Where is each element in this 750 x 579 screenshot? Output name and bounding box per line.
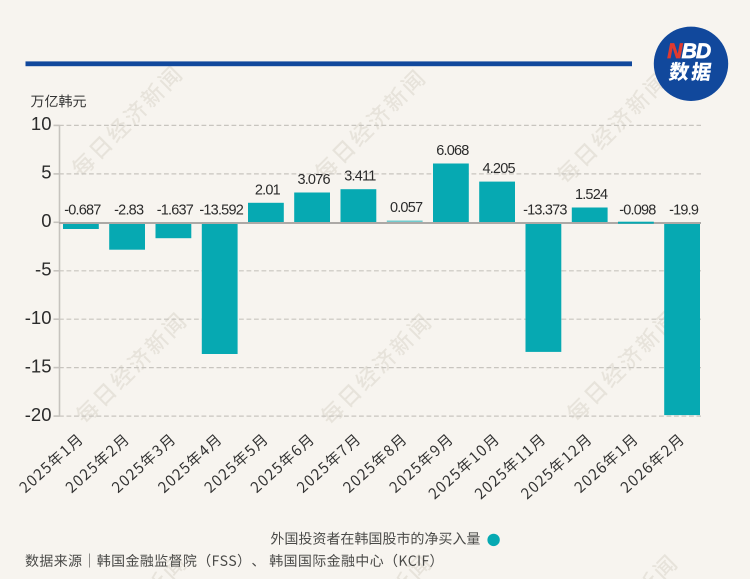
- svg-text:-13.373: -13.373: [523, 202, 567, 218]
- svg-text:-15: -15: [25, 355, 52, 376]
- svg-text:-0.098: -0.098: [619, 202, 656, 218]
- svg-text:3.411: 3.411: [344, 169, 376, 185]
- svg-text:0.057: 0.057: [390, 200, 423, 216]
- svg-text:NBD: NBD: [667, 40, 711, 63]
- svg-text:2.01: 2.01: [255, 182, 281, 198]
- svg-text:3.076: 3.076: [297, 172, 330, 188]
- svg-text:10: 10: [31, 113, 52, 134]
- svg-text:-2.83: -2.83: [114, 202, 144, 218]
- svg-text:1.524: 1.524: [575, 187, 608, 203]
- svg-text:4.205: 4.205: [482, 161, 515, 177]
- svg-text:-19.9: -19.9: [669, 202, 699, 218]
- svg-text:-10: -10: [25, 307, 52, 328]
- svg-text:-5: -5: [35, 258, 51, 279]
- svg-text:6.068: 6.068: [436, 143, 469, 159]
- svg-text:5: 5: [41, 162, 51, 183]
- svg-text:-13.592: -13.592: [199, 202, 243, 218]
- svg-text:-1.637: -1.637: [157, 202, 194, 218]
- svg-text:-0.687: -0.687: [64, 202, 101, 218]
- svg-text:-20: -20: [25, 404, 52, 425]
- svg-text:0: 0: [41, 210, 51, 231]
